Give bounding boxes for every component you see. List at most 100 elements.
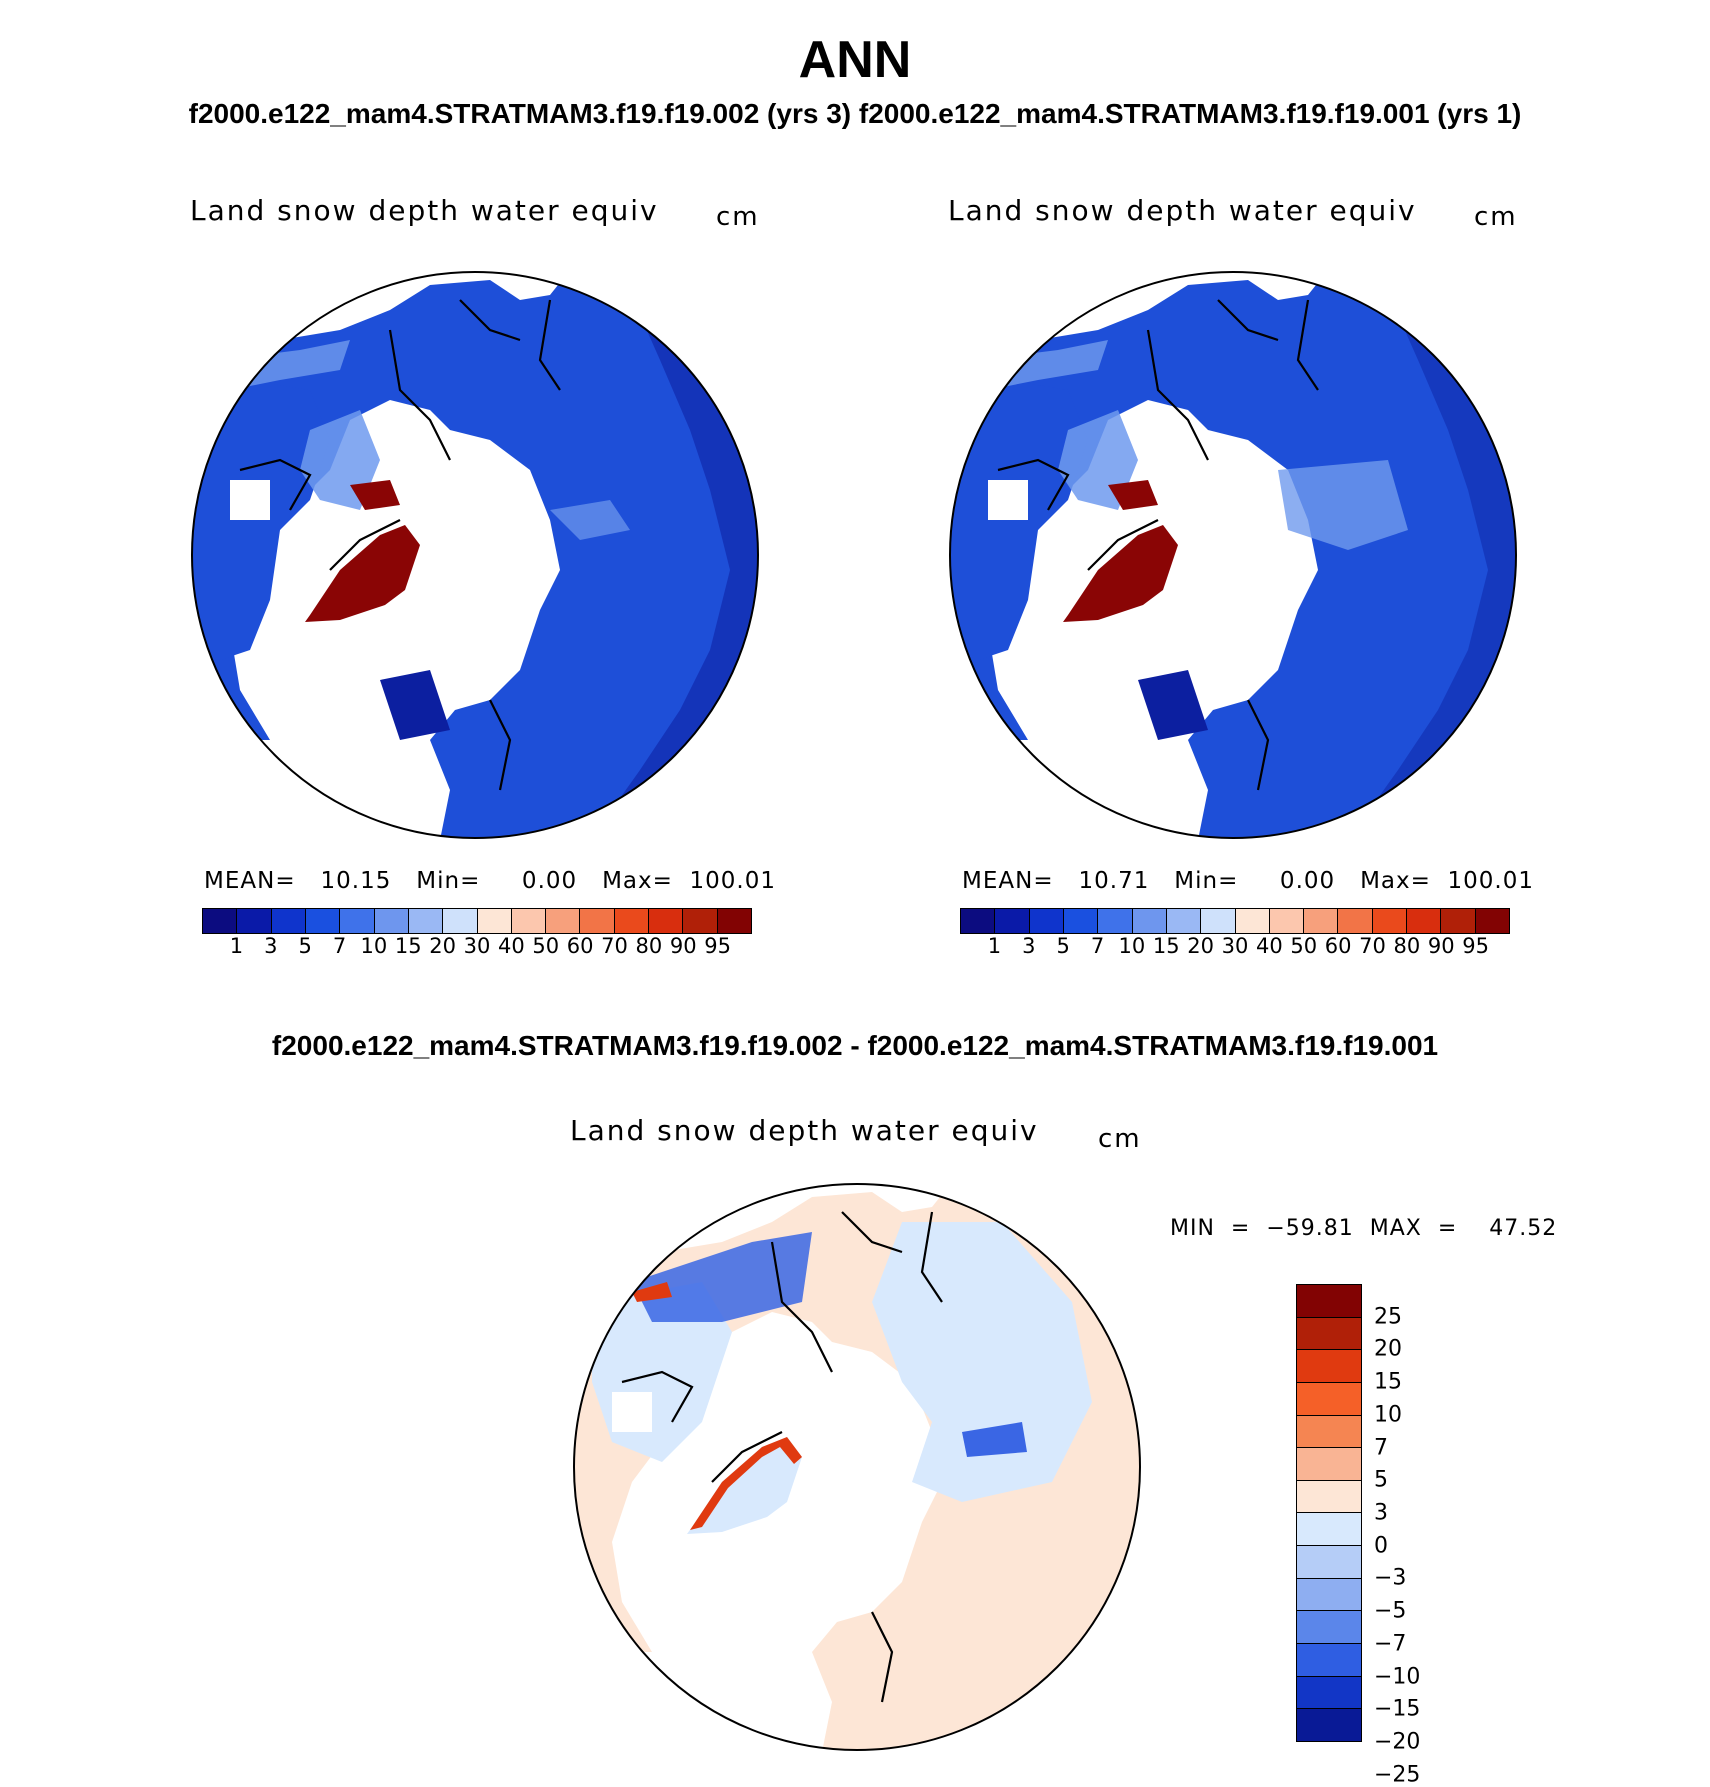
- diff-hudson-bay: [612, 1392, 652, 1432]
- colorbar-swatch: [271, 909, 306, 933]
- colorbar-swatch: [1029, 909, 1064, 933]
- panel1-hudson-bay: [230, 480, 270, 520]
- colorbar-swatch: [1297, 1611, 1361, 1645]
- colorbar-tick-label: −5: [1374, 1598, 1407, 1624]
- diff-colorbar: 25 20 15 10 7 5 3 0 −3 −5 −7 −10 −15 −20 −25: [1296, 1284, 1454, 1787]
- panel1-colorbar-swatches: [202, 908, 752, 934]
- panel2-greenland: [1063, 525, 1178, 622]
- diff-min-max: MIN = −59.81 MAX = 47.52: [1170, 1216, 1558, 1241]
- panel1-variable-title: Land snow depth water equiv: [190, 194, 659, 227]
- colorbar-swatch: [1297, 1546, 1361, 1579]
- panel2-colorbar-labels: 1 3 5 7 10 15 20 30 40 50 60 70 80 90 95: [960, 934, 1510, 960]
- panel1-alaska-dark: [380, 670, 450, 740]
- colorbar-tick-label: 0: [1374, 1533, 1388, 1559]
- panel1-greenland: [305, 525, 420, 622]
- panel2-map-border: [949, 271, 1517, 839]
- colorbar-swatch: [1297, 1676, 1361, 1710]
- panel2-eurasia-snow: [950, 272, 1516, 838]
- panel1-northamerica-snow: [192, 380, 330, 670]
- colorbar-swatch: [1132, 909, 1167, 933]
- colorbar-tick-label: 80: [1393, 934, 1421, 958]
- colorbar-swatch: [305, 909, 341, 933]
- panel2-stats: MEAN= 10.71 Min= 0.00 Max= 100.01: [962, 868, 1535, 894]
- colorbar-swatch: [1407, 909, 1442, 933]
- colorbar-tick-label: 30: [1221, 934, 1249, 958]
- colorbar-tick-label: 15: [394, 934, 422, 958]
- colorbar-tick-label: 20: [1374, 1336, 1402, 1362]
- panel2-ellesmere: [1108, 480, 1158, 510]
- colorbar-tick-label: 10: [360, 934, 388, 958]
- panel2-colorbar-swatches: [960, 908, 1510, 934]
- page-subtitle: f2000.e122_mam4.STRATMAM3.f19.f19.002 (y…: [188, 98, 1522, 129]
- colorbar-swatch: [1441, 909, 1476, 933]
- diff-units: cm: [1098, 1124, 1142, 1154]
- colorbar-tick-label: 5: [298, 934, 312, 958]
- colorbar-tick-label: 70: [601, 934, 628, 958]
- colorbar-swatch: [1297, 1644, 1361, 1677]
- colorbar-swatch: [1297, 1513, 1361, 1547]
- panel2-units: cm: [1474, 202, 1518, 232]
- colorbar-tick-label: 3: [1374, 1500, 1388, 1526]
- colorbar-tick-label: 3: [1022, 934, 1036, 958]
- diff-colorbar-labels: 25 20 15 10 7 5 3 0 −3 −5 −7 −10 −15 −20 −25: [1374, 1284, 1454, 1787]
- colorbar-swatch: [1297, 1709, 1361, 1741]
- diff-blue-patch: [962, 1422, 1027, 1457]
- diff-colorbar-swatches: [1296, 1284, 1362, 1742]
- colorbar-tick-label: 20: [1187, 934, 1214, 958]
- colorbar-tick-label: 95: [704, 934, 731, 958]
- colorbar-tick-label: 10: [1118, 934, 1146, 958]
- colorbar-swatch: [477, 909, 512, 933]
- colorbar-swatch: [1297, 1415, 1361, 1449]
- colorbar-tick-label: 60: [566, 934, 594, 958]
- colorbar-swatch: [1166, 909, 1202, 933]
- colorbar-swatch: [1297, 1448, 1361, 1481]
- colorbar-tick-label: 20: [429, 934, 456, 958]
- diff-map-border: [573, 1183, 1141, 1751]
- colorbar-swatch: [408, 909, 444, 933]
- diff-greenland: [687, 1437, 802, 1534]
- diff-coastlines: [621, 1211, 943, 1703]
- panel1-scandinavia-dark: [210, 320, 280, 350]
- page-title: ANN: [798, 31, 912, 89]
- panel1-eurasia-snow: [192, 272, 758, 838]
- panel2-variable-title: Land snow depth water equiv: [948, 194, 1417, 227]
- colorbar-swatch: [1297, 1317, 1361, 1351]
- diff-greenland-rim: [690, 1437, 802, 1530]
- colorbar-swatch: [1475, 909, 1509, 933]
- colorbar-swatch: [1063, 909, 1099, 933]
- panel2-coastlines: [997, 299, 1319, 791]
- colorbar-tick-label: 90: [1427, 934, 1455, 958]
- colorbar-tick-label: 50: [1290, 934, 1318, 958]
- colorbar-swatch: [995, 909, 1030, 933]
- colorbar-swatch: [961, 909, 996, 933]
- difference-title: f2000.e122_mam4.STRATMAM3.f19.f19.002 - …: [271, 1030, 1439, 1061]
- colorbar-tick-label: 7: [332, 934, 347, 958]
- colorbar-swatch: [1201, 909, 1236, 933]
- panel1-eurasia-dark: [590, 272, 758, 838]
- colorbar-tick-label: 60: [1324, 934, 1352, 958]
- panel2-colorbar: 1 3 5 7 10 15 20 30 40 50 60 70 80 90 95: [960, 908, 1510, 960]
- colorbar-swatch: [443, 909, 478, 933]
- colorbar-tick-label: −25: [1374, 1762, 1421, 1787]
- panel2-polar-map: [949, 271, 1517, 839]
- colorbar-tick-label: 1: [987, 934, 1002, 958]
- colorbar-swatch: [717, 909, 751, 933]
- colorbar-tick-label: 7: [1090, 934, 1105, 958]
- colorbar-swatch: [340, 909, 375, 933]
- colorbar-swatch: [374, 909, 409, 933]
- colorbar-tick-label: −10: [1374, 1664, 1421, 1690]
- colorbar-swatch: [1338, 909, 1373, 933]
- colorbar-swatch: [1269, 909, 1305, 933]
- colorbar-tick-label: 90: [669, 934, 697, 958]
- colorbar-tick-label: 5: [1056, 934, 1070, 958]
- colorbar-tick-label: −3: [1374, 1565, 1407, 1591]
- panel1-stats: MEAN= 10.15 Min= 0.00 Max= 100.01: [204, 868, 777, 894]
- panel1-colorbar-labels: 1 3 5 7 10 15 20 30 40 50 60 70 80 90 95: [202, 934, 752, 960]
- colorbar-tick-label: 25: [1374, 1304, 1402, 1330]
- colorbar-swatch: [1297, 1578, 1361, 1612]
- colorbar-tick-label: 7: [1374, 1435, 1388, 1461]
- colorbar-swatch: [1235, 909, 1270, 933]
- panel1-coastlines: [239, 299, 561, 791]
- panel2-scandinavia-dark: [968, 320, 1038, 350]
- panel1-units: cm: [716, 202, 760, 232]
